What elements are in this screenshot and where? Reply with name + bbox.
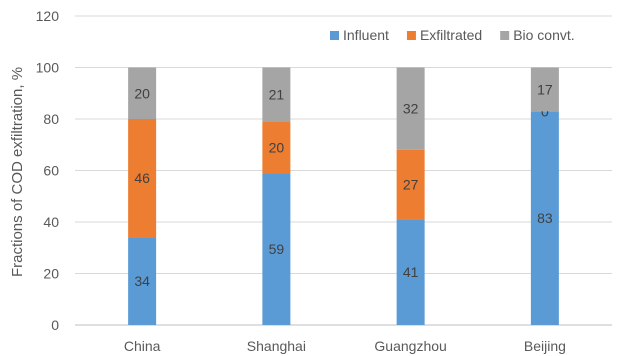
bar-bio-convt--beijing <box>530 67 559 112</box>
bar-influent-china <box>128 237 157 325</box>
x-axis-categories: China Shanghai Guangzhou Beijing <box>124 338 566 354</box>
y-axis-ticks: 0 20 40 60 80 100 120 <box>36 8 60 333</box>
bar-influent-guangzhou <box>396 219 425 325</box>
data-label: 21 <box>269 87 285 103</box>
bar-exfiltrated-shanghai <box>262 121 291 174</box>
data-label: 83 <box>537 210 553 226</box>
data-label: 20 <box>269 139 285 155</box>
data-label: 27 <box>403 177 419 193</box>
legend-label: Influent <box>343 27 389 43</box>
x-category-label: China <box>124 338 161 354</box>
y-tick-label: 0 <box>51 317 59 333</box>
bar-influent-beijing <box>530 111 559 326</box>
bar-influent-shanghai <box>262 173 291 325</box>
y-tick-label: 100 <box>36 60 60 76</box>
y-tick-label: 20 <box>43 266 59 282</box>
legend-swatch <box>406 31 416 40</box>
y-tick-label: 40 <box>43 214 59 230</box>
data-label: 46 <box>134 170 150 186</box>
bar-bio-convt--shanghai <box>262 67 291 122</box>
legend-label: Exfiltrated <box>420 27 482 43</box>
y-tick-label: 60 <box>43 163 59 179</box>
data-label: 32 <box>403 101 419 117</box>
x-category-label: Beijing <box>524 338 566 354</box>
gridlines <box>75 15 612 326</box>
y-axis-label: Fractions of COD exfiltration, % <box>9 67 26 277</box>
y-tick-label: 80 <box>43 111 59 127</box>
legend-label: Bio convt. <box>513 27 574 43</box>
bar-bio-convt--guangzhou <box>396 67 425 150</box>
data-label: 59 <box>269 241 285 257</box>
legend-swatch <box>500 31 510 40</box>
data-label: 41 <box>403 264 419 280</box>
bar-exfiltrated-guangzhou <box>396 149 425 220</box>
x-category-label: Shanghai <box>247 338 306 354</box>
data-label: 34 <box>134 273 150 289</box>
data-label: 20 <box>134 85 150 101</box>
data-label: 17 <box>537 81 553 97</box>
bar-bio-convt--china <box>128 67 157 119</box>
bar-exfiltrated-china <box>128 119 157 238</box>
bars: 34462059202141273283017 <box>128 67 559 326</box>
legend: Influent Exfiltrated Bio convt. <box>330 27 575 43</box>
y-tick-label: 120 <box>36 8 60 24</box>
legend-swatch <box>330 31 339 40</box>
x-category-label: Guangzhou <box>374 338 446 354</box>
